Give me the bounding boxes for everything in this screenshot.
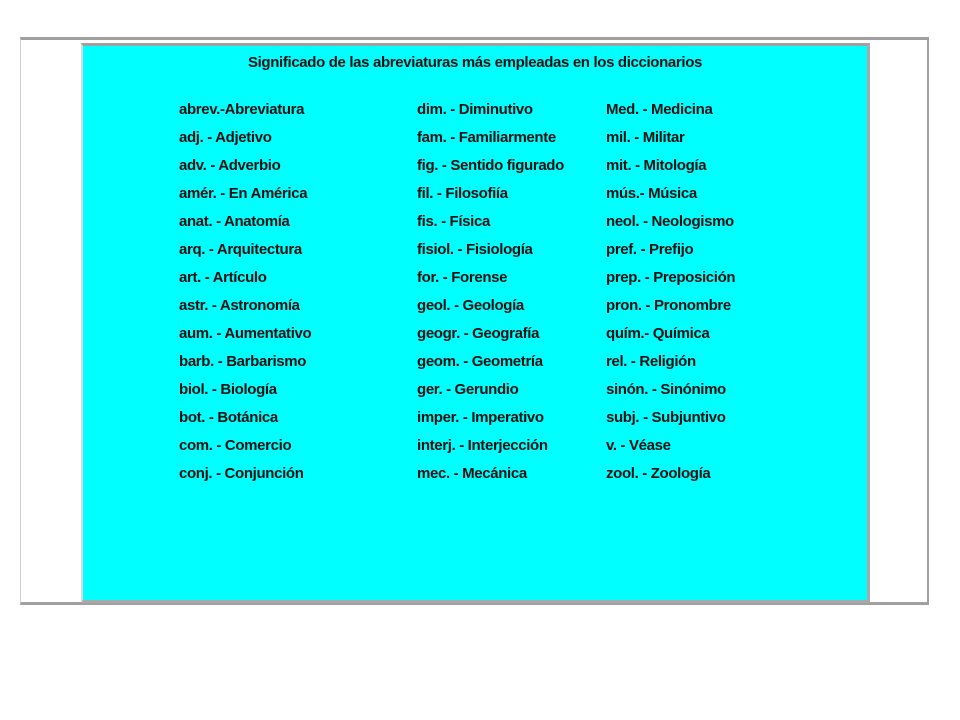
abbreviation-entry: for. - Forense	[417, 269, 508, 286]
abbreviation-entry: geol. - Geología	[417, 297, 524, 314]
abbreviation-entry: geom. - Geometría	[417, 353, 543, 370]
abbreviation-entry: aum. - Aumentativo	[179, 325, 312, 342]
abbreviation-entry: fil. - Filosofiía	[417, 185, 508, 202]
column-2: dim. - Diminutivo fam. - Familiarmente fig…	[417, 100, 564, 492]
abbreviation-entry: pref. - Prefijo	[606, 241, 694, 258]
abbreviation-entry: bot. - Botánica	[179, 409, 278, 426]
abbreviation-entry: adv. - Adverbio	[179, 157, 281, 174]
abbreviation-entry: fig. - Sentido figurado	[417, 157, 564, 174]
abbreviation-entry: sinón. - Sinónimo	[606, 381, 726, 398]
abbreviation-entry: mec. - Mecánica	[417, 465, 527, 482]
abbreviations-panel: Significado de las abreviaturas más empl…	[81, 43, 870, 603]
abbreviation-entry: arq. - Arquitectura	[179, 241, 302, 258]
abbreviation-entry: imper. - Imperativo	[417, 409, 544, 426]
abbreviation-entry: mit. - Mitología	[606, 157, 707, 174]
abbreviation-entry: barb. - Barbarismo	[179, 353, 307, 370]
abbreviation-entry: Med. - Medicina	[606, 101, 713, 118]
abbreviation-entry: fisiol. - Fisiología	[417, 241, 533, 258]
abbreviation-entry: astr. - Astronomía	[179, 297, 300, 314]
abbreviation-entry: mil. - Militar	[606, 129, 685, 146]
abbreviation-entry: anat. - Anatomía	[179, 213, 290, 230]
abbreviation-entry: art. - Artículo	[179, 269, 267, 286]
abbreviation-entry: rel. - Religión	[606, 353, 696, 370]
abbreviation-entry: ger. - Gerundio	[417, 381, 519, 398]
abbreviation-entry: interj. - Interjección	[417, 437, 548, 454]
abbreviation-entry: pron. - Pronombre	[606, 297, 731, 314]
abbreviation-entry: conj. - Conjunción	[179, 465, 304, 482]
panel-title: Significado de las abreviaturas más empl…	[247, 54, 703, 71]
outer-frame	[20, 37, 929, 605]
abbreviation-entry: amér. - En América	[179, 185, 308, 202]
abbreviation-entry: subj. - Subjuntivo	[606, 409, 726, 426]
abbreviation-entry: com. - Comercio	[179, 437, 292, 454]
abbreviation-entry: biol. - Biología	[179, 381, 277, 398]
abbreviation-entry: adj. - Adjetivo	[179, 129, 272, 146]
abbreviation-entry: abrev.-Abreviatura	[179, 101, 305, 118]
column-1: abrev.-Abreviatura adj. - Adjetivo adv. - …	[179, 100, 312, 492]
abbreviation-entry: v. - Véase	[606, 437, 671, 454]
abbreviation-entry: dim. - Diminutivo	[417, 101, 533, 118]
abbreviation-entry: prep. - Preposición	[606, 269, 736, 286]
abbreviation-entry: zool. - Zoología	[606, 465, 711, 482]
abbreviation-entry: fis. - Física	[417, 213, 490, 230]
column-3: Med. - Medicina mil. - Militar mit. - Mito…	[606, 100, 736, 492]
abbreviation-entry: fam. - Familiarmente	[417, 129, 556, 146]
abbreviation-entry: mús.- Música	[606, 185, 697, 202]
abbreviation-entry: geogr. - Geografía	[417, 325, 540, 342]
abbreviation-entry: neol. - Neologismo	[606, 213, 734, 230]
abbreviation-entry: quím.- Química	[606, 325, 710, 342]
